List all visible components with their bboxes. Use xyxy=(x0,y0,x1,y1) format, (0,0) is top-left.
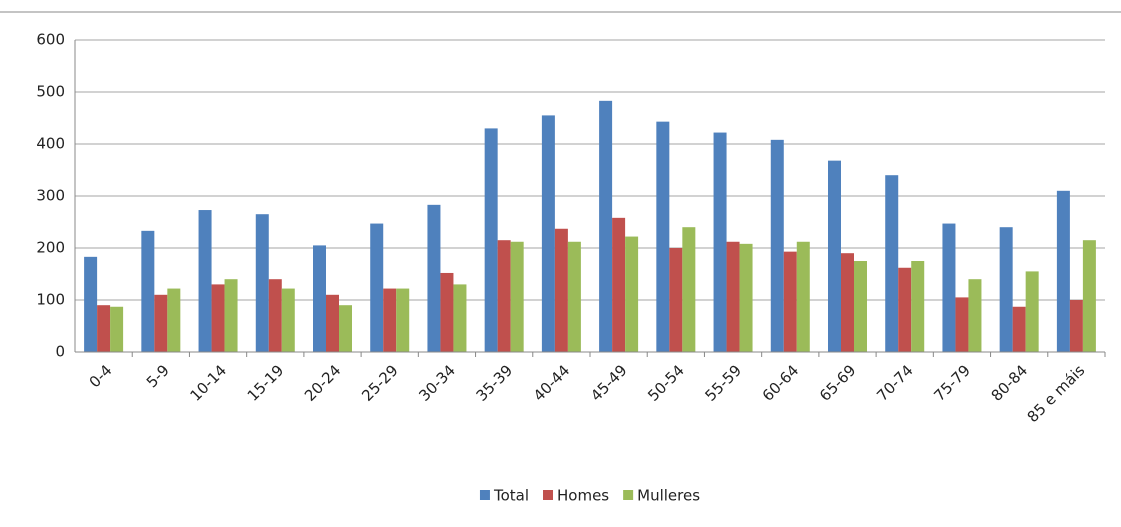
bar xyxy=(313,245,326,352)
bar xyxy=(281,288,295,352)
y-tick-label: 600 xyxy=(36,31,65,49)
bar xyxy=(326,294,339,352)
bar xyxy=(1056,190,1070,352)
x-tick-label: 25-29 xyxy=(358,361,402,405)
bar xyxy=(141,230,155,352)
legend-swatch xyxy=(543,490,554,500)
bar xyxy=(1069,300,1083,352)
x-tick-label: 55-59 xyxy=(702,361,746,405)
legend-swatch xyxy=(479,490,490,500)
bar xyxy=(255,214,269,352)
legend-swatch xyxy=(623,490,634,500)
bar xyxy=(110,306,124,352)
legend-label: Total xyxy=(493,487,529,505)
bar xyxy=(383,288,397,352)
y-tick-label: 300 xyxy=(36,187,65,205)
bar xyxy=(854,261,867,352)
x-tick-label: 35-39 xyxy=(473,361,517,405)
bar xyxy=(828,160,841,352)
x-tick-label: 75-79 xyxy=(930,361,974,405)
bar xyxy=(567,241,581,352)
x-tick-label: 40-44 xyxy=(530,361,574,405)
bar xyxy=(427,204,441,352)
bar xyxy=(154,294,168,352)
bar xyxy=(625,236,639,352)
bar xyxy=(554,228,568,352)
y-tick-label: 100 xyxy=(36,291,65,309)
x-tick-label: 20-24 xyxy=(301,361,345,405)
bar xyxy=(1012,306,1026,352)
bar xyxy=(739,243,753,352)
x-tick-label: 0-4 xyxy=(86,361,116,391)
bar xyxy=(968,279,982,352)
bar xyxy=(726,241,740,352)
bar xyxy=(999,227,1013,352)
bar xyxy=(396,288,410,352)
bar xyxy=(796,241,810,352)
bar xyxy=(1025,271,1039,352)
bar xyxy=(669,248,683,352)
x-tick-label: 60-64 xyxy=(759,361,803,405)
bar xyxy=(770,139,784,352)
bar xyxy=(510,241,524,352)
legend-label: Mulleres xyxy=(637,487,700,505)
bar xyxy=(656,121,670,352)
legend: Total Homes Mulleres xyxy=(479,487,700,505)
bar xyxy=(942,223,956,352)
y-tick-label: 400 xyxy=(36,135,65,153)
bar xyxy=(612,217,626,352)
y-tick-label: 0 xyxy=(55,343,65,361)
x-tick-label: 80-84 xyxy=(988,361,1032,405)
y-tick-label: 200 xyxy=(36,239,65,257)
bar xyxy=(911,261,925,352)
bar xyxy=(599,100,613,352)
bar xyxy=(955,297,969,352)
bar xyxy=(1082,240,1096,352)
bar xyxy=(682,227,696,352)
bar xyxy=(783,251,797,352)
bar xyxy=(713,132,727,352)
x-tick-label: 70-74 xyxy=(873,361,917,405)
x-tick-label: 15-19 xyxy=(244,361,288,405)
bar xyxy=(224,279,238,352)
bar xyxy=(268,279,282,352)
x-tick-label: 10-14 xyxy=(187,361,231,405)
bar xyxy=(841,253,854,352)
x-tick-label: 45-49 xyxy=(587,361,631,405)
x-tick-label: 85 e máis xyxy=(1024,361,1089,426)
bar xyxy=(497,240,511,352)
bar xyxy=(370,223,384,352)
bar xyxy=(453,284,467,352)
x-tick-label: 30-34 xyxy=(415,361,459,405)
bar xyxy=(484,128,498,352)
legend-label: Homes xyxy=(557,487,609,505)
bar xyxy=(211,284,225,352)
bar xyxy=(440,272,454,352)
bar xyxy=(339,305,352,352)
bar xyxy=(898,267,912,352)
y-tick-label: 500 xyxy=(36,83,65,101)
bar xyxy=(198,210,212,352)
bar xyxy=(167,288,181,352)
bar xyxy=(541,115,555,353)
bar xyxy=(97,305,111,352)
bar xyxy=(885,175,899,352)
x-tick-label: 65-69 xyxy=(816,361,860,405)
x-tick-label: 50-54 xyxy=(644,361,688,405)
x-tick-label: 5-9 xyxy=(143,361,173,391)
bar xyxy=(84,256,98,352)
